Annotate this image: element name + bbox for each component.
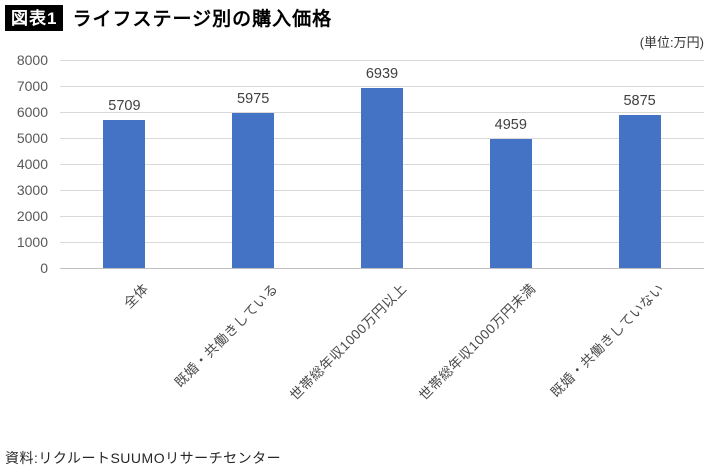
y-axis-tick-label: 4000 — [16, 156, 48, 172]
y-axis-tick-label: 8000 — [16, 52, 48, 68]
y-axis-tick-label: 3000 — [16, 182, 48, 198]
y-axis-tick-label: 6000 — [16, 104, 48, 120]
gridline — [60, 86, 704, 87]
y-axis-tick-label: 7000 — [16, 78, 48, 94]
chart-title: ライフステージ別の購入価格 — [72, 9, 333, 30]
y-axis-tick-label: 1000 — [16, 234, 48, 250]
bar-value-label: 5975 — [237, 90, 270, 107]
bar-5 — [618, 115, 661, 268]
bar-value-label: 5709 — [108, 97, 141, 114]
x-axis-category-label: 世帯総年収1000万円以上 — [287, 280, 410, 404]
figure-number-badge: 図表1 — [5, 4, 64, 31]
bar-3 — [361, 87, 403, 268]
x-axis-category-label: 既婚・共働きしていない — [547, 280, 668, 401]
bar-value-label: 5875 — [623, 93, 656, 110]
unit-label: (単位:万円) — [639, 35, 704, 50]
bar-1 — [103, 119, 146, 268]
y-axis-tick-label: 0 — [40, 260, 48, 276]
x-axis-category-label: 世帯総年収1000万円未満 — [415, 280, 539, 404]
y-axis-tick-label: 5000 — [16, 130, 48, 146]
gridline — [60, 60, 704, 61]
x-axis-baseline — [60, 268, 704, 269]
bar-value-label: 6939 — [365, 65, 399, 82]
x-axis-category-label: 既婚・共働きしている — [171, 280, 281, 391]
source-note: 資料:リクルートSUUMOリサーチセンター — [5, 450, 282, 466]
y-axis-tick-label: 2000 — [16, 208, 48, 224]
bar-4 — [489, 139, 532, 268]
bar-2 — [232, 112, 275, 268]
bar-value-label: 4959 — [494, 117, 527, 134]
chart-header: 図表1 ライフステージ別の購入価格 — [5, 4, 332, 31]
x-axis-category-label: 全体 — [121, 280, 152, 312]
